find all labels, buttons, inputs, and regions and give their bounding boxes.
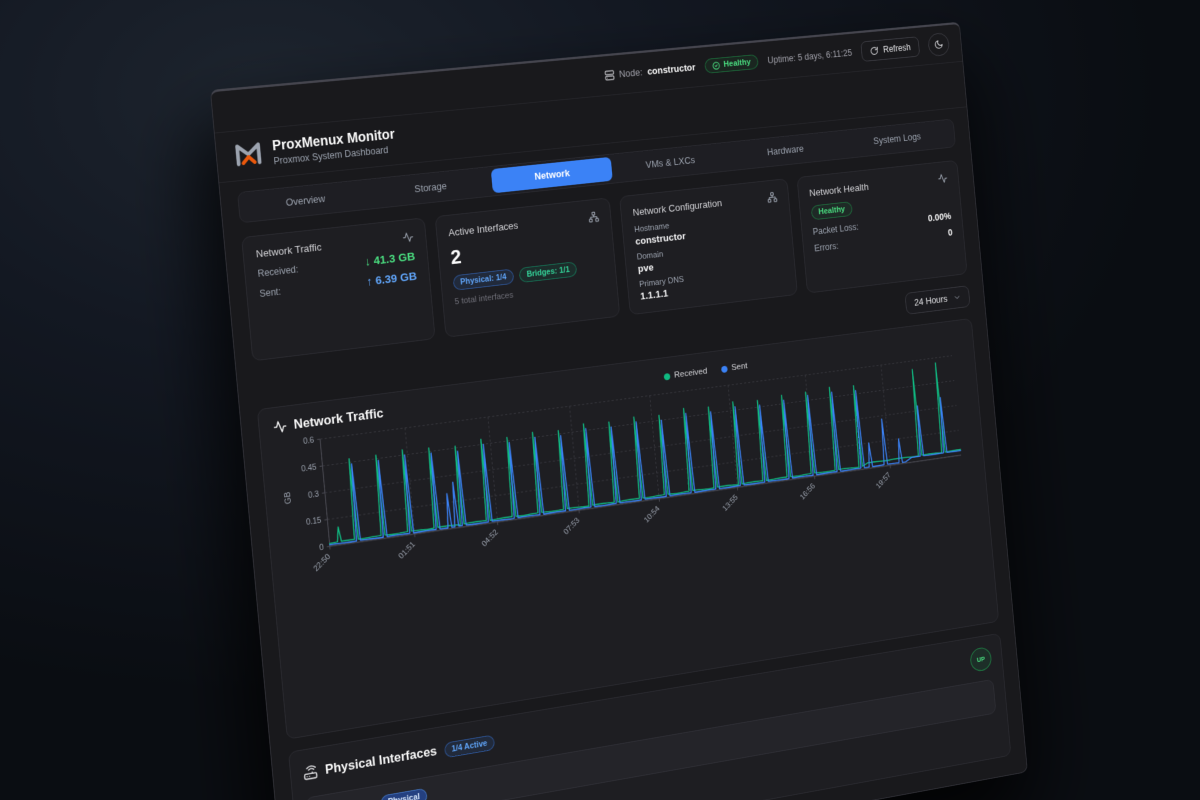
svg-text:0: 0 [319, 543, 325, 553]
activity-icon [273, 419, 288, 435]
sent-label: Sent: [259, 286, 282, 300]
card-network-configuration: Network Configuration Hostname construct… [619, 178, 798, 316]
card-network-traffic: Network Traffic Received: ↓ 41.3 GB Sent… [241, 217, 436, 362]
traffic-line-chart: 0 0.15 0.3 0.45 0.6 22:50 01:51 04:52 07:53 10:54… [282, 348, 977, 573]
node-value: constructor [646, 62, 696, 77]
theme-toggle-button[interactable] [927, 32, 951, 57]
proxmenux-logo [233, 140, 264, 169]
refresh-label: Refresh [882, 42, 912, 55]
time-range-select[interactable]: 24 Hours [904, 285, 971, 315]
svg-text:07:53: 07:53 [562, 516, 582, 537]
chevron-down-icon [953, 293, 962, 303]
bridges-count-badge: Bridges: 1/1 [518, 261, 578, 283]
svg-text:13:55: 13:55 [721, 493, 740, 513]
time-range-value: 24 Hours [913, 293, 948, 308]
received-label: Received: [257, 264, 299, 280]
dashboard-panel: Node: constructor Healthy Uptime: 5 days… [210, 21, 1028, 800]
svg-text:0.6: 0.6 [303, 436, 315, 446]
card-title: Active Interfaces [447, 219, 519, 239]
sent-value: ↑ 6.39 GB [366, 269, 418, 289]
legend-dot-received [663, 372, 671, 381]
server-icon [604, 70, 615, 81]
node-indicator: Node: constructor [604, 62, 696, 81]
content: Network Traffic Received: ↓ 41.3 GB Sent… [223, 145, 1027, 800]
svg-text:0.3: 0.3 [308, 489, 320, 500]
svg-text:04:52: 04:52 [480, 527, 500, 548]
svg-text:19:57: 19:57 [874, 470, 892, 490]
uptime-text: Uptime: 5 days, 6:11:25 [767, 47, 853, 66]
errors-value: 0 [947, 227, 953, 238]
svg-text:22:50: 22:50 [312, 552, 333, 573]
svg-text:01:51: 01:51 [397, 539, 417, 560]
svg-text:10:54: 10:54 [642, 504, 661, 524]
router-icon [303, 765, 319, 782]
svg-text:GB: GB [282, 491, 293, 505]
activity-icon [402, 231, 414, 244]
network-icon [588, 211, 600, 223]
svg-text:16:56: 16:56 [798, 481, 816, 501]
network-traffic-chart-card: Network Traffic Received Sent 0 0.15 0.3 0. [256, 317, 1000, 740]
packet-loss-value: 0.00% [927, 210, 952, 224]
health-status-badge: Healthy [810, 201, 853, 221]
legend-dot-sent [720, 365, 728, 373]
card-title: Network Health [808, 181, 870, 199]
packet-loss-label: Packet Loss: [812, 221, 860, 237]
network-tree-icon [766, 191, 777, 203]
card-network-health: Network Health Healthy Packet Loss: 0.00… [796, 159, 968, 294]
check-circle-icon [712, 61, 720, 70]
up-status-badge: UP [969, 646, 993, 673]
node-label: Node: [618, 67, 643, 80]
svg-text:0.15: 0.15 [306, 516, 323, 527]
received-value: ↓ 41.3 GB [364, 249, 416, 269]
errors-label: Errors: [813, 240, 839, 254]
card-active-interfaces: Active Interfaces 2 Physical: 1/4 Bridge… [434, 197, 621, 338]
legend-label-received: Received [673, 367, 708, 381]
card-title: Network Traffic [255, 240, 323, 260]
interface-type-badge: Physical [379, 787, 428, 800]
legend-item-received: Received [663, 367, 708, 382]
refresh-icon [869, 45, 878, 55]
card-title: Network Configuration [632, 197, 723, 219]
physical-count-badge: Physical: 1/4 [452, 268, 515, 291]
activity-icon [937, 172, 948, 184]
svg-text:0.45: 0.45 [301, 462, 318, 473]
health-badge: Healthy [704, 54, 759, 74]
legend-label-sent: Sent [730, 361, 748, 373]
legend-item-sent: Sent [720, 361, 748, 374]
refresh-button[interactable]: Refresh [860, 36, 921, 62]
health-badge-label: Healthy [723, 57, 752, 70]
header-titles: ProxMenux Monitor Proxmox System Dashboa… [272, 126, 397, 166]
moon-icon [934, 39, 944, 50]
active-count-badge: 1/4 Active [443, 734, 496, 759]
physical-interfaces-title: Physical Interfaces [324, 744, 438, 778]
